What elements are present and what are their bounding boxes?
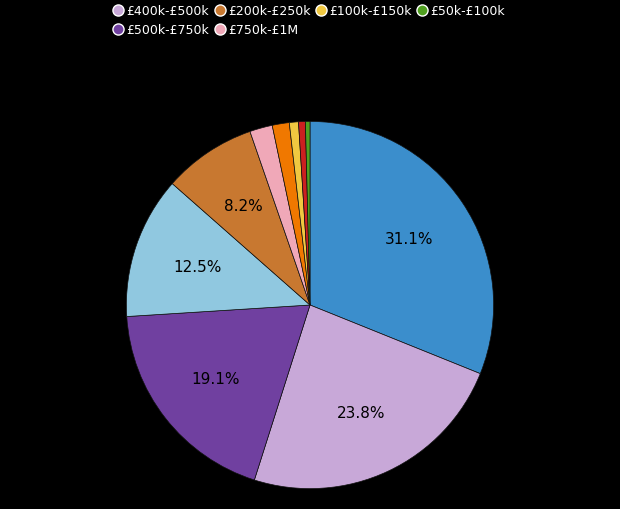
- Wedge shape: [290, 123, 310, 305]
- Text: 31.1%: 31.1%: [384, 231, 433, 246]
- Wedge shape: [250, 126, 310, 305]
- Text: 12.5%: 12.5%: [173, 259, 221, 274]
- Wedge shape: [298, 122, 310, 305]
- Wedge shape: [254, 305, 480, 489]
- Text: 8.2%: 8.2%: [224, 199, 263, 214]
- Wedge shape: [126, 184, 310, 317]
- Text: 23.8%: 23.8%: [337, 406, 385, 420]
- Text: 19.1%: 19.1%: [192, 371, 240, 386]
- Legend: £300k-£400k, £400k-£500k, £500k-£750k, £250k-£300k, £200k-£250k, £750k-£1M, £150: £300k-£400k, £400k-£500k, £500k-£750k, £…: [112, 0, 508, 41]
- Wedge shape: [272, 123, 310, 305]
- Wedge shape: [126, 305, 310, 480]
- Wedge shape: [172, 132, 310, 305]
- Wedge shape: [306, 122, 310, 305]
- Wedge shape: [310, 122, 494, 374]
